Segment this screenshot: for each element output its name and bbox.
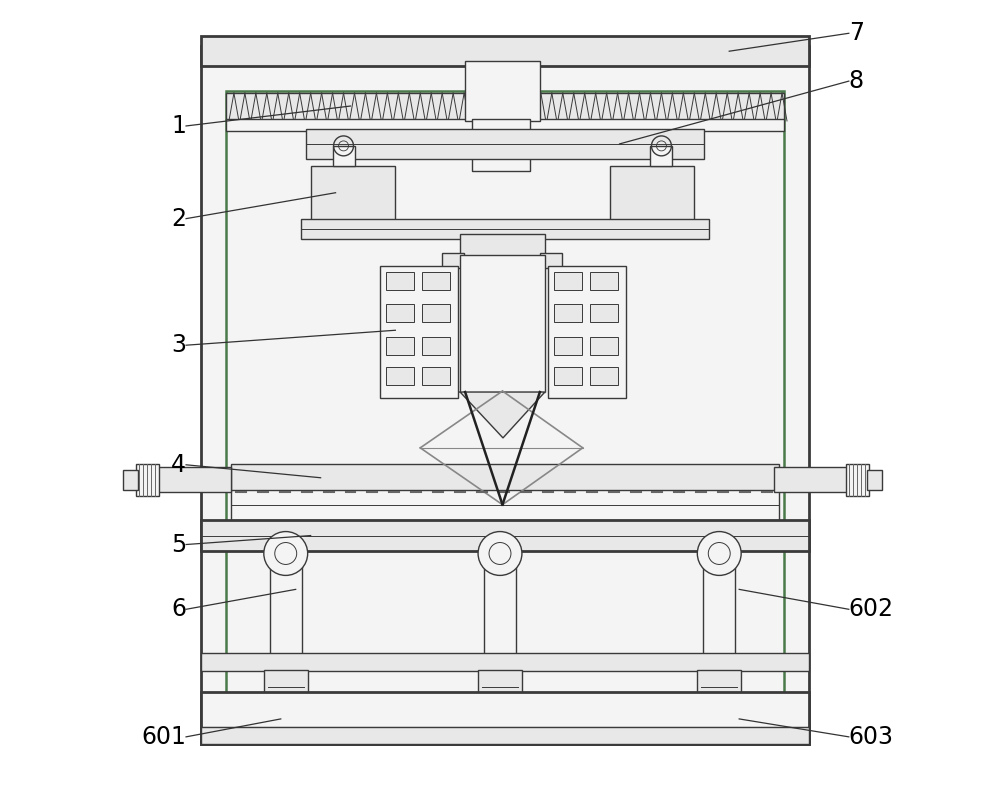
Bar (540, 253, 562, 268)
Bar (610, 166, 694, 220)
Bar (554, 272, 582, 291)
Text: 601: 601 (141, 725, 186, 749)
Bar (311, 166, 395, 220)
Bar (618, 220, 689, 236)
Text: 1: 1 (171, 114, 186, 138)
Bar (333, 146, 355, 166)
Text: 3: 3 (171, 333, 186, 357)
Bar (867, 470, 882, 490)
Bar (156, 467, 231, 492)
Text: 4: 4 (171, 453, 186, 477)
Bar (472, 119, 530, 171)
Bar (422, 305, 450, 322)
Bar (226, 93, 784, 121)
Bar (201, 653, 809, 671)
Bar (590, 367, 618, 385)
Bar (590, 272, 618, 291)
Bar (697, 670, 741, 694)
Text: 603: 603 (849, 725, 894, 749)
Bar (264, 670, 308, 694)
Bar (231, 464, 779, 492)
Circle shape (264, 531, 308, 575)
Bar (123, 470, 138, 490)
Bar (136, 464, 159, 496)
Bar (201, 692, 809, 744)
Bar (590, 337, 618, 355)
Bar (422, 337, 450, 355)
Text: 8: 8 (849, 69, 864, 93)
Bar (422, 367, 450, 385)
Text: 602: 602 (849, 597, 894, 621)
Bar (201, 36, 809, 66)
Bar (554, 305, 582, 322)
Bar (478, 670, 522, 694)
Bar (306, 129, 704, 159)
Circle shape (697, 531, 741, 575)
Polygon shape (460, 392, 545, 438)
Bar (422, 272, 450, 291)
Bar (442, 253, 464, 268)
Bar (386, 337, 414, 355)
Text: 7: 7 (849, 21, 864, 45)
Bar (226, 119, 784, 131)
Circle shape (478, 531, 522, 575)
Bar (386, 305, 414, 322)
Bar (484, 552, 516, 654)
Bar (460, 254, 545, 392)
Bar (650, 146, 672, 166)
Bar (201, 519, 809, 552)
Bar (270, 552, 302, 654)
Text: 6: 6 (171, 597, 186, 621)
Bar (774, 467, 849, 492)
Bar (548, 266, 626, 398)
Bar (201, 727, 809, 744)
Bar (386, 272, 414, 291)
Bar (301, 219, 709, 239)
Bar (846, 464, 869, 496)
Bar (201, 46, 809, 744)
Bar (226, 91, 784, 724)
Bar (460, 233, 545, 255)
Bar (590, 305, 618, 322)
Text: 2: 2 (171, 207, 186, 231)
Bar (554, 337, 582, 355)
Bar (380, 266, 458, 398)
Bar (703, 552, 735, 654)
Bar (386, 367, 414, 385)
Bar (554, 367, 582, 385)
Bar (316, 220, 387, 236)
Bar (231, 490, 779, 519)
Text: 5: 5 (171, 532, 186, 556)
Bar (465, 62, 540, 121)
